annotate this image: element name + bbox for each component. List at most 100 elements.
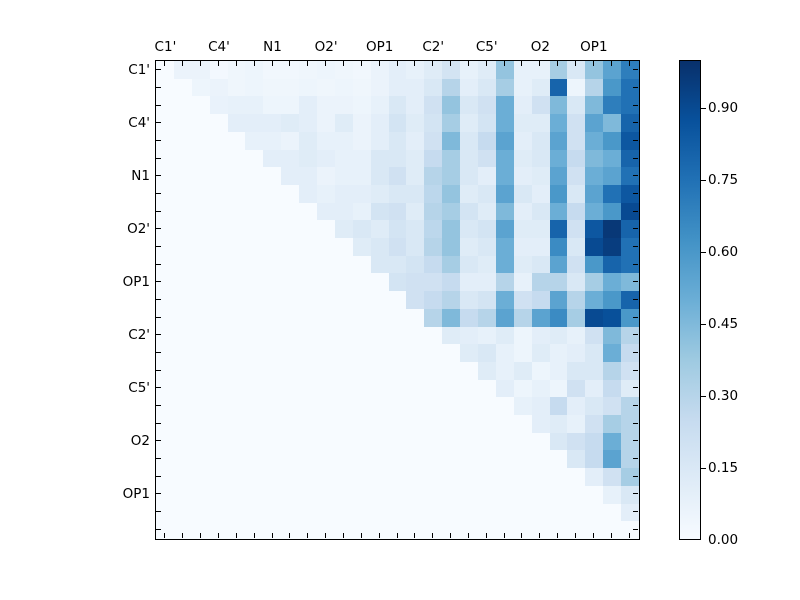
heatmap-cell [245,361,264,380]
axis-tick [307,61,309,66]
heatmap-cell [388,450,407,469]
heatmap-cell [281,61,300,79]
heatmap-cell [334,397,353,416]
heatmap-cell [424,361,443,380]
heatmap-cell [585,291,604,309]
heatmap-cell [460,432,478,451]
heatmap-cell [352,255,371,274]
heatmap-cell [173,114,192,132]
axis-tick [342,61,344,66]
heatmap-cell [209,61,228,79]
axis-tick [164,533,166,538]
heatmap-cell [424,415,443,433]
heatmap-cell [370,167,389,185]
colorbar-tick-label: 0.45 [708,316,739,332]
axis-tick [521,533,523,538]
axis-tick [217,533,219,538]
heatmap-cell [334,255,353,274]
heatmap-cell [245,415,264,433]
heatmap-cell [513,255,532,274]
heatmap-cell [209,202,228,221]
heatmap-cell [531,96,550,115]
heatmap-cell [531,503,550,522]
heatmap-cell [245,291,264,309]
heatmap-cell [478,184,496,203]
heatmap-cell [245,238,264,256]
heatmap-cell [603,96,622,115]
heatmap-cell [370,255,389,274]
heatmap-cell [173,468,192,486]
heatmap-cell [245,432,264,451]
heatmap-cell [531,78,550,97]
heatmap-cell [442,450,461,469]
heatmap-cell [156,485,174,504]
heatmap-cell [406,503,425,522]
heatmap-cell [567,450,586,469]
heatmap-cell [478,485,496,504]
heatmap-cell [263,149,282,168]
heatmap-cell [585,521,604,539]
heatmap-cell [245,114,264,132]
heatmap-cell [317,291,335,309]
heatmap-cell [352,468,371,486]
heatmap-cell [317,202,335,221]
heatmap-cell [513,220,532,239]
axis-tick [503,533,505,538]
heatmap-cell [156,238,174,256]
heatmap-cell [281,344,300,362]
heatmap-cell [191,379,210,398]
axis-tick [557,61,559,66]
heatmap-cell [549,291,568,309]
heatmap-cell [370,485,389,504]
heatmap-cell [585,202,604,221]
heatmap-cell [263,255,282,274]
heatmap-cell [567,202,586,221]
heatmap-cell [603,167,622,185]
heatmap-cell [585,485,604,504]
heatmap-cell [513,131,532,150]
heatmap-cell [442,131,461,150]
heatmap-cell [621,521,639,539]
heatmap-cell [334,131,353,150]
heatmap-cell [245,220,264,239]
axis-tick [271,61,273,66]
heatmap-cell [263,131,282,150]
heatmap-cell [495,468,514,486]
heatmap-cell [173,273,192,292]
colorbar-tick [701,107,706,109]
heatmap-cell [585,344,604,362]
heatmap-cell [478,326,496,345]
heatmap-cell [478,61,496,79]
heatmap-cell [424,291,443,309]
heatmap-cell [513,61,532,79]
heatmap-cell [478,432,496,451]
heatmap-cell [191,415,210,433]
heatmap-cell [531,167,550,185]
heatmap-cell [191,61,210,79]
heatmap-cell [388,308,407,327]
heatmap-cell [621,485,639,504]
heatmap-cell [334,149,353,168]
heatmap-cell [603,485,622,504]
heatmap-cell [281,149,300,168]
heatmap-cell [245,184,264,203]
heatmap-cell [370,238,389,256]
axis-tick [633,299,638,300]
axis-tick [156,175,161,177]
heatmap-cell [442,184,461,203]
axis-tick [633,281,638,283]
heatmap-cell [442,361,461,380]
heatmap-cell [460,202,478,221]
heatmap-cell [299,468,317,486]
heatmap-cell [424,114,443,132]
heatmap-cell [621,361,639,380]
heatmap-cell [388,379,407,398]
heatmap-cell [156,255,174,274]
heatmap-cell [478,273,496,292]
heatmap-cell [603,114,622,132]
heatmap-cell [621,167,639,185]
heatmap-cell [352,202,371,221]
heatmap-cell [478,131,496,150]
heatmap-cell [406,202,425,221]
heatmap-cell [317,61,335,79]
